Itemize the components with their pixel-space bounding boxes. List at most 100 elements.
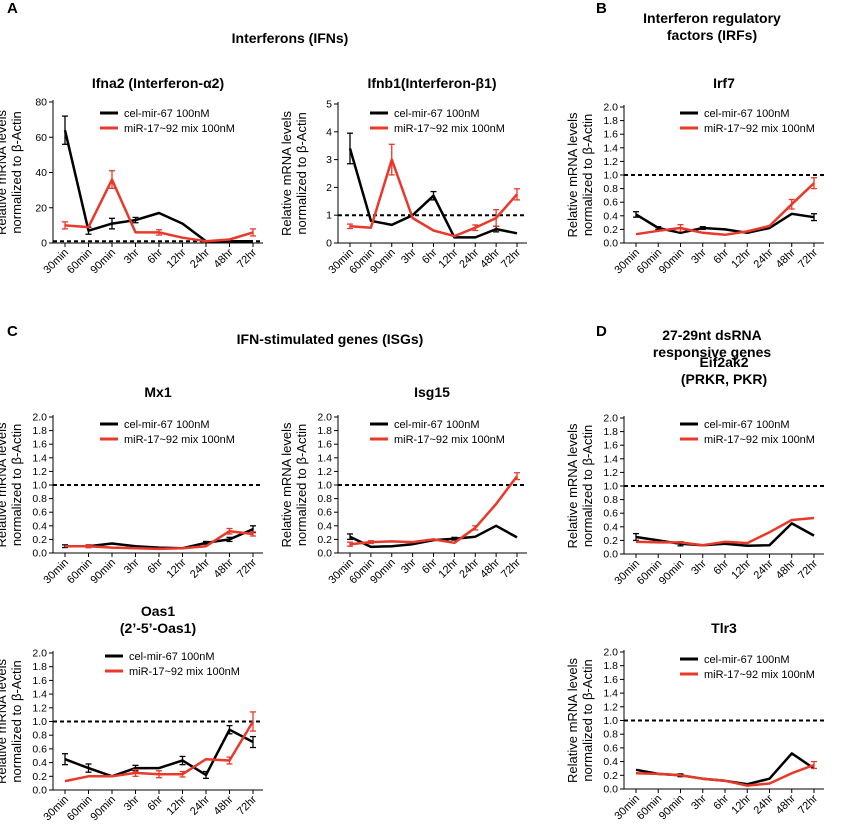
y-tick-label: 60	[35, 132, 47, 144]
y-tick-label: 0.2	[32, 534, 47, 546]
x-tick-label: 48hr	[774, 557, 798, 581]
x-tick-label: 3hr	[122, 556, 142, 576]
y-tick-label: 0.8	[603, 494, 618, 506]
y-axis-label-line1: Relative mRNA levels	[0, 422, 9, 547]
section-title-dsrna-line1: 27-29nt dsRNA	[662, 327, 762, 343]
legend-label: miR-17~92 mix 100nM	[394, 123, 505, 135]
y-tick-label: 2.0	[603, 413, 618, 425]
chart-eif2ak2: Eif2ak2(PRKR, PKR) Relative mRNA levels no…	[565, 354, 824, 587]
chart-ifna2: Ifna2 (Interferon-α2) Relative mRNA level…	[0, 75, 263, 276]
x-tick-label: 12hr	[165, 556, 189, 580]
x-tick-label: 24hr	[752, 792, 776, 816]
legend-label: miR-17~92 mix 100nM	[124, 434, 235, 446]
chart-isg15: Isg15 Relative mRNA levels normalized to β…	[279, 384, 527, 586]
y-tick-label: 0.4	[32, 520, 47, 532]
y-tick-label: 0.2	[603, 770, 618, 782]
series-line-control	[349, 524, 518, 549]
x-tick-label: 24hr	[457, 246, 481, 270]
y-axis-label-line2: normalized to β-Actin	[294, 424, 309, 546]
series-line-treatment	[635, 763, 815, 787]
y-tick-label: 1.8	[603, 426, 618, 438]
chart-title-tlr3: Tlr3	[711, 620, 737, 636]
y-tick-label: 0.6	[317, 507, 332, 519]
y-tick-label: 2.0	[317, 412, 332, 424]
y-tick-label: 40	[35, 167, 47, 179]
y-tick-label: 0.4	[603, 756, 618, 768]
x-tick-label: 30min	[41, 794, 71, 824]
y-tick-label: 0.2	[603, 535, 618, 547]
x-tick-label: 3hr	[399, 556, 419, 576]
y-tick-label: 1.0	[603, 715, 618, 727]
y-axis-label-line1: Relative mRNA levels	[279, 422, 294, 547]
x-tick-label: 6hr	[711, 792, 731, 812]
chart-title-mx1: Mx1	[144, 384, 171, 400]
y-tick-label: 0.0	[603, 784, 618, 796]
y-tick-label: 1.2	[32, 702, 47, 714]
y-tick-label: 0.0	[603, 549, 618, 561]
section-title-irfs-line1: Interferon regulatory	[643, 10, 781, 26]
y-axis-label-line2: normalized to β-Actin	[9, 660, 24, 782]
y-tick-label: 0.8	[32, 730, 47, 742]
chart-title-ifna2: Ifna2 (Interferon-α2)	[92, 75, 224, 91]
x-tick-label: 12hr	[729, 557, 753, 581]
panel-letter-a: A	[7, 0, 18, 17]
y-tick-label: 0.0	[32, 548, 47, 560]
y-tick-label: 5	[326, 99, 332, 111]
x-tick-label: 3hr	[689, 557, 709, 577]
y-tick-label: 0.8	[603, 729, 618, 741]
chart-irf7: Irf7 Relative mRNA levels normalized to β-…	[565, 75, 824, 276]
y-tick-label: 1.6	[603, 129, 618, 141]
x-tick-label: 12hr	[165, 246, 189, 270]
x-tick-label: 12hr	[729, 246, 753, 270]
y-tick-label: 1.8	[603, 660, 618, 672]
y-tick-label: 0.0	[32, 785, 47, 797]
y-tick-label: 1.4	[603, 453, 618, 465]
y-axis-label-line2: normalized to β-Actin	[580, 425, 595, 547]
y-tick-label: 80	[35, 97, 47, 109]
y-tick-label: 0.8	[32, 493, 47, 505]
chart-title-oas1: Oas1	[141, 603, 175, 619]
chart-ifnb1: Ifnb1(Interferon-β1) Relative mRNA levels…	[279, 75, 527, 276]
y-tick-label: 0.4	[32, 757, 47, 769]
x-tick-label: 3hr	[689, 246, 709, 266]
section-title-dsrna-line2: responsive genes	[652, 344, 772, 360]
x-tick-label: 90min	[88, 557, 118, 587]
y-tick-label: 2.0	[603, 102, 618, 114]
y-tick-label: 0.8	[317, 493, 332, 505]
legend-label: miR-17~92 mix 100nM	[704, 669, 815, 681]
x-tick-label: 48hr	[212, 793, 236, 817]
x-tick-label: 72hr	[499, 556, 523, 580]
y-axis-label-line1: Relative mRNA levels	[0, 110, 9, 235]
y-tick-label: 0.6	[32, 743, 47, 755]
panel-letter-d: D	[596, 323, 607, 340]
y-tick-label: 0.2	[603, 224, 618, 236]
y-tick-label: 1.6	[603, 674, 618, 686]
panel-letter-c: C	[7, 323, 18, 340]
y-tick-label: 3	[326, 154, 332, 166]
legend-label: miR-17~92 mix 100nM	[394, 434, 505, 446]
x-tick-label: 72hr	[235, 246, 259, 270]
x-tick-label: 6hr	[145, 793, 165, 813]
y-tick-label: 1.2	[603, 467, 618, 479]
legend-label: miR-17~92 mix 100nM	[124, 123, 235, 135]
y-tick-label: 1.8	[603, 115, 618, 127]
series-line-treatment	[635, 182, 815, 237]
y-tick-label: 1.6	[317, 439, 332, 451]
y-axis-label-line2: normalized to β-Actin	[9, 111, 24, 233]
legend-label: cel-mir-67 100nM	[704, 419, 790, 431]
y-tick-label: 20	[35, 202, 47, 214]
legend-label: cel-mir-67 100nM	[129, 651, 215, 663]
x-tick-label: 6hr	[145, 246, 165, 266]
legend-label: cel-mir-67 100nM	[124, 419, 210, 431]
y-tick-label: 1	[326, 210, 332, 222]
x-tick-label: 72hr	[499, 246, 523, 270]
legend-label: cel-mir-67 100nM	[394, 108, 480, 120]
section-title-irfs-line2: factors (IRFs)	[666, 27, 758, 43]
x-tick-label: 60min	[65, 557, 95, 587]
y-axis-label-line1: Relative mRNA levels	[565, 112, 580, 237]
y-tick-label: 0.2	[317, 534, 332, 546]
y-tick-label: 1.2	[32, 466, 47, 478]
legend-label: cel-mir-67 100nM	[394, 419, 480, 431]
x-tick-label: 48hr	[478, 556, 502, 580]
